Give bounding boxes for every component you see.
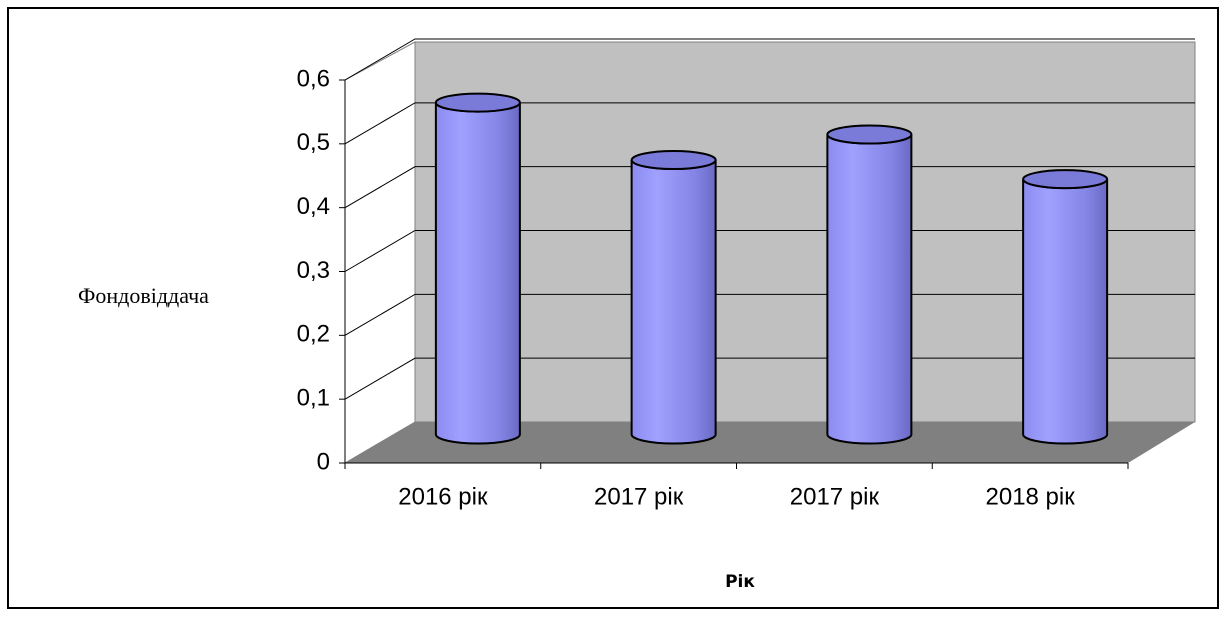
grid-line [344,230,1195,272]
x-tick-label: 2017 рік [594,483,684,510]
x-axis-label: Рік [725,572,755,592]
y-tick-label: 0,3 [297,257,330,284]
y-tick-label: 0,4 [297,193,330,220]
y-tick-label: 0,6 [297,65,330,92]
bar [1022,178,1109,445]
bar [434,102,521,445]
bar [826,134,913,445]
x-tick-label: 2018 рік [986,483,1076,510]
bar [630,159,717,445]
grid-line [344,102,1195,145]
bar-top [826,124,913,145]
bar-top [434,92,521,113]
grid-line [344,357,1195,400]
y-tick-label: 0,5 [297,129,330,156]
grid-line [344,38,1195,81]
grid-line [344,166,1195,209]
bar-top [630,150,717,171]
grid-line [344,293,1195,336]
side-wall [344,41,416,464]
y-tick-label: 0 [317,448,330,475]
bar-top [1022,169,1109,190]
x-tick-label: 2016 рік [398,483,488,510]
y-tick-label: 0,2 [297,321,330,348]
y-tick-label: 0,1 [297,385,330,412]
y-axis-label: Фондовіддача [78,283,209,308]
floor [345,422,1195,463]
x-tick-label: 2017 рік [790,483,880,510]
